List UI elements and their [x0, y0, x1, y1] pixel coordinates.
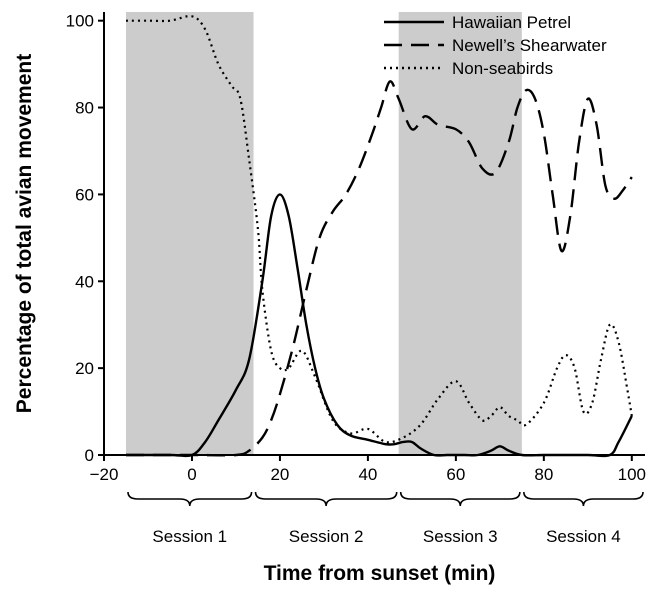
legend-label-1: Hawaiian Petrel	[452, 13, 571, 32]
shaded-interval-1	[125, 12, 254, 455]
session-label-4: Session 4	[546, 527, 621, 546]
y-tick-label: 40	[75, 272, 94, 291]
y-tick-label: 60	[75, 185, 94, 204]
session-braces: Session 1 Session 2 Session 3 Session 4	[127, 491, 644, 546]
series-line-3	[125, 14, 633, 444]
shaded-intervals	[125, 12, 522, 455]
y-tick-label: 20	[75, 359, 94, 378]
x-tick-label: 100	[618, 465, 646, 484]
y-axis-title: Percentage of total avian movement	[13, 54, 36, 413]
x-tick-label: 40	[358, 465, 377, 484]
x-axis-ticks: −20 0 20 40 60 80 100	[90, 455, 646, 484]
shaded-interval-2	[398, 12, 522, 455]
y-tick-label: 100	[66, 12, 94, 31]
session-label-3: Session 3	[423, 527, 498, 546]
y-tick-label: 0	[85, 446, 94, 465]
legend-label-2: Newell’s Shearwater	[452, 36, 607, 55]
legend-label-3: Non-seabirds	[452, 59, 553, 78]
legend: Hawaiian Petrel Newell’s Shearwater Non-se…	[384, 13, 607, 78]
x-axis-title: Time from sunset (min)	[264, 562, 496, 585]
x-tick-label: 60	[446, 465, 465, 484]
x-tick-label: 20	[270, 465, 289, 484]
session-label-1: Session 1	[152, 527, 227, 546]
session-brace-3	[399, 491, 521, 507]
y-tick-label: 80	[75, 99, 94, 118]
session-brace-1	[127, 491, 253, 507]
session-label-2: Session 2	[289, 527, 364, 546]
x-tick-label: 0	[187, 465, 196, 484]
axes	[103, 12, 645, 456]
session-brace-4	[523, 491, 644, 507]
series-line-2	[125, 80, 633, 457]
x-tick-label: −20	[90, 465, 119, 484]
x-tick-label: 80	[534, 465, 553, 484]
y-axis-ticks: 0 20 40 60 80 100	[66, 12, 104, 465]
session-brace-2	[254, 491, 398, 507]
